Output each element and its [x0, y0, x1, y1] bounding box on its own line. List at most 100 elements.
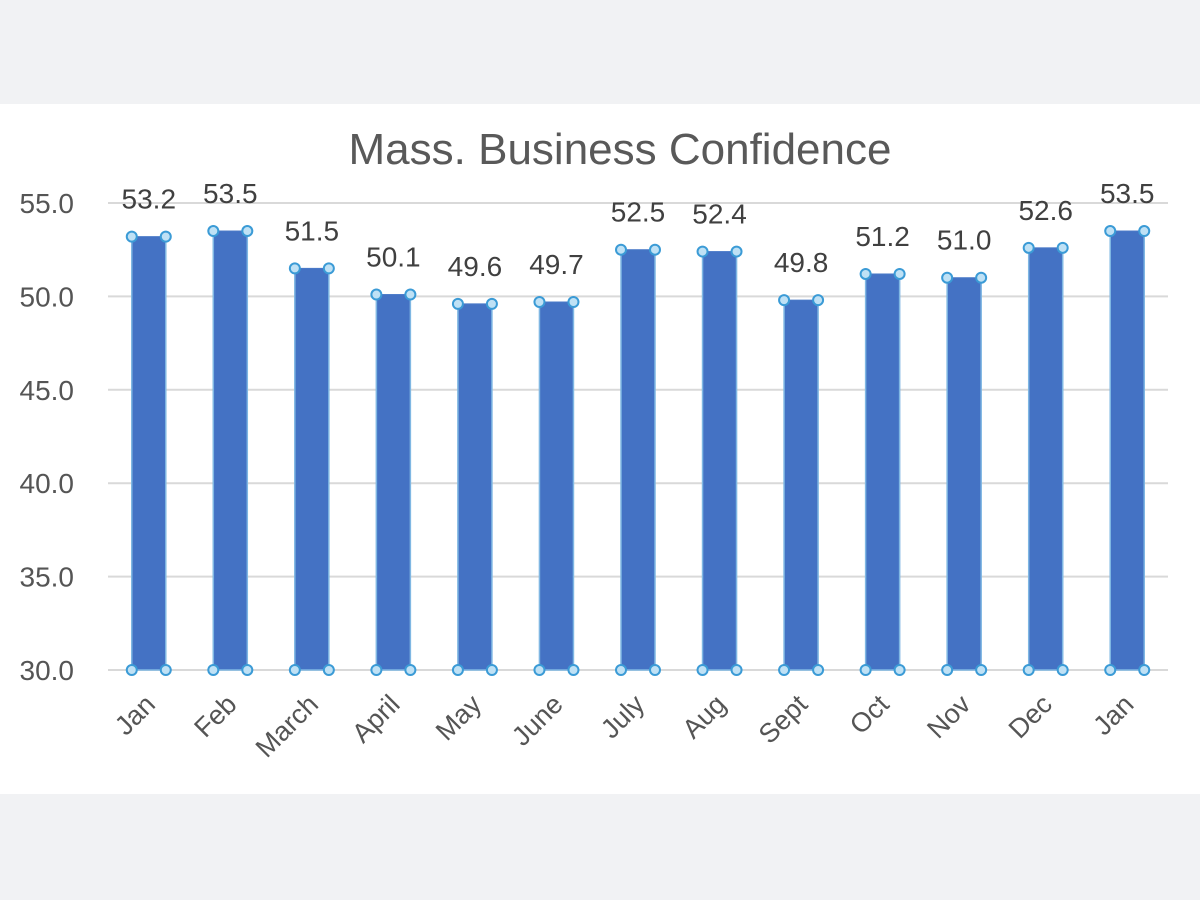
data-label: 51.5	[285, 215, 340, 246]
selection-handle[interactable]	[1022, 241, 1035, 254]
bar[interactable]	[294, 267, 330, 671]
data-label: 53.5	[1100, 178, 1155, 209]
selection-handle[interactable]	[778, 294, 791, 307]
bar[interactable]	[946, 277, 982, 671]
selection-handle[interactable]	[1138, 225, 1151, 238]
selection-handle[interactable]	[893, 267, 906, 280]
data-labels: 53.2 53.5 51.5 50.1 49.6 49.7 52.5 52.4 49.8 51.2…	[122, 178, 1155, 282]
data-label: 52.4	[692, 199, 747, 230]
selection-handle[interactable]	[941, 271, 954, 284]
selection-handle[interactable]	[1138, 664, 1151, 676]
selection-handle[interactable]	[322, 664, 335, 676]
selection-handle[interactable]	[893, 664, 906, 676]
selection-handle[interactable]	[615, 664, 627, 676]
bar[interactable]	[457, 303, 493, 671]
selection-handle[interactable]	[1104, 664, 1117, 676]
selection-handle[interactable]	[696, 245, 709, 258]
y-tick-label: 50.0	[20, 281, 75, 312]
chart-title: Mass. Business Confidence	[349, 125, 892, 174]
data-label: 53.2	[122, 184, 177, 215]
selection-handle[interactable]	[241, 225, 254, 238]
bar[interactable]	[212, 230, 248, 671]
bar[interactable]	[865, 273, 901, 671]
bar[interactable]	[702, 251, 738, 671]
selection-handle[interactable]	[975, 664, 988, 676]
x-tick-label: June	[506, 689, 569, 752]
bar[interactable]	[1028, 247, 1064, 671]
bar[interactable]	[1109, 230, 1145, 671]
selection-handle[interactable]	[533, 296, 546, 309]
selection-handle[interactable]	[288, 664, 301, 676]
data-label: 52.5	[611, 197, 666, 228]
data-label: 51.2	[855, 221, 910, 252]
selection-handle[interactable]	[567, 296, 580, 309]
data-label: 49.8	[774, 247, 829, 278]
y-tick-label: 30.0	[20, 655, 75, 686]
selection-handle[interactable]	[975, 271, 988, 284]
bar[interactable]	[538, 301, 574, 671]
y-tick-label: 35.0	[20, 562, 75, 593]
selection-handle[interactable]	[125, 664, 138, 676]
selection-handle[interactable]	[730, 245, 743, 258]
x-tick-label: Sept	[753, 689, 814, 750]
selection-handle[interactable]	[941, 664, 954, 676]
selection-handle[interactable]	[451, 297, 464, 310]
selection-handle[interactable]	[859, 664, 872, 676]
y-tick-label: 55.0	[20, 188, 75, 219]
selection-handle[interactable]	[533, 664, 546, 676]
x-tick-label: Oct	[844, 689, 895, 740]
data-label: 49.6	[448, 251, 503, 282]
bar[interactable]	[783, 299, 819, 671]
selection-handle[interactable]	[241, 664, 254, 676]
x-tick-label: Feb	[188, 689, 242, 743]
bar[interactable]	[131, 236, 167, 671]
selection-handle[interactable]	[649, 243, 661, 256]
selection-handle[interactable]	[404, 664, 417, 676]
selection-handle[interactable]	[404, 288, 417, 301]
selection-handle[interactable]	[778, 664, 791, 676]
x-tick-label: April	[346, 689, 405, 748]
selection-handle[interactable]	[322, 262, 335, 275]
selection-handle[interactable]	[485, 297, 498, 310]
selection-handle[interactable]	[696, 664, 709, 676]
selection-handle[interactable]	[649, 664, 661, 676]
selection-handle[interactable]	[567, 664, 580, 676]
x-tick-label: Nov	[921, 689, 977, 745]
selection-handle[interactable]	[1056, 241, 1069, 254]
x-tick-label: Jan	[1087, 689, 1139, 741]
x-tick-label: May	[430, 689, 488, 747]
selection-handle[interactable]	[730, 664, 743, 676]
selection-handle[interactable]	[615, 243, 627, 256]
x-tick-label: July	[595, 689, 651, 745]
selection-handle[interactable]	[485, 664, 498, 676]
x-tick-label: March	[250, 689, 324, 763]
selection-handle[interactable]	[1104, 225, 1117, 238]
selection-handle[interactable]	[451, 664, 464, 676]
bar-chart: Mass. Business Confidence 55.0 50.0 45.0 40…	[20, 125, 1168, 764]
selection-handle[interactable]	[159, 664, 172, 676]
x-tick-label: Jan	[109, 689, 161, 741]
selection-handle[interactable]	[125, 230, 138, 243]
x-tick-label: Dec	[1003, 689, 1058, 744]
data-label: 49.7	[529, 249, 584, 280]
selection-handle[interactable]	[159, 230, 172, 243]
bar[interactable]	[620, 249, 656, 671]
x-tick-label: Aug	[677, 689, 732, 744]
y-tick-label: 40.0	[20, 468, 75, 499]
selection-handle[interactable]	[1022, 664, 1035, 676]
selection-handle[interactable]	[812, 664, 825, 676]
bar[interactable]	[375, 294, 411, 671]
selection-handle[interactable]	[207, 225, 220, 238]
selection-handle[interactable]	[812, 294, 825, 307]
selection-handle[interactable]	[1056, 664, 1069, 676]
data-label: 53.5	[203, 178, 258, 209]
selection-handle[interactable]	[370, 664, 383, 676]
y-tick-label: 45.0	[20, 375, 75, 406]
selection-handle[interactable]	[370, 288, 383, 301]
selection-handle[interactable]	[207, 664, 220, 676]
selection-handle[interactable]	[859, 267, 872, 280]
selection-handle[interactable]	[288, 262, 301, 275]
data-label: 51.0	[937, 225, 992, 256]
x-axis-ticks: Jan Feb March April May June July Aug Sept Oct Nov…	[109, 689, 1139, 764]
y-axis-ticks: 55.0 50.0 45.0 40.0 35.0 30.0	[20, 188, 75, 686]
